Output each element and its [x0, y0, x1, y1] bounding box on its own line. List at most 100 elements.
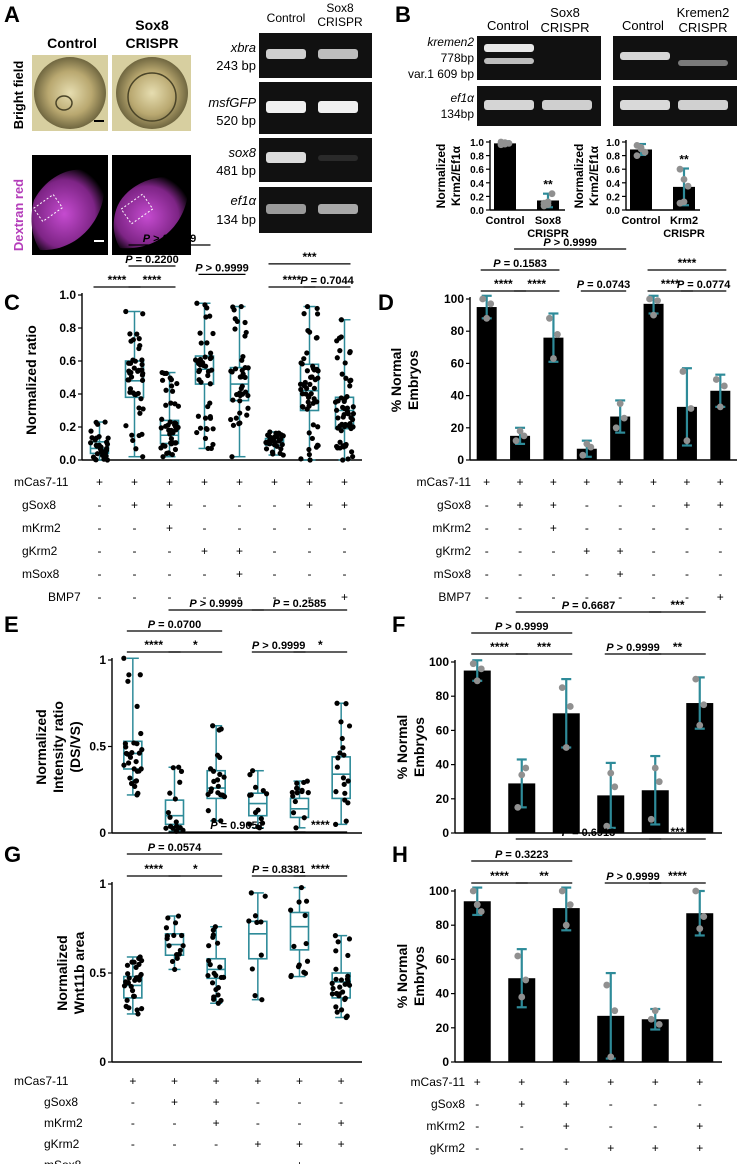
blastopore-control [55, 95, 73, 111]
panel-letter-a: A [4, 2, 20, 27]
data-point [132, 783, 138, 789]
significance-label: *** [670, 825, 684, 839]
data-point [350, 411, 357, 417]
condition-sign: - [520, 1141, 524, 1155]
data-point [102, 419, 108, 425]
data-point [238, 303, 244, 310]
panel-letter-d: D [378, 290, 394, 315]
gene-name: sox8 [229, 145, 257, 160]
panel-letter-c: C [4, 290, 20, 315]
data-point [243, 329, 249, 336]
panel-letter-b: B [395, 2, 411, 27]
data-point [265, 432, 271, 438]
condition-label: mKrm2 [44, 1116, 83, 1130]
data-point [138, 971, 144, 978]
data-point [245, 405, 251, 411]
data-point [330, 985, 336, 992]
band [678, 60, 728, 66]
data-point [249, 966, 255, 972]
data-point [228, 416, 234, 423]
band [318, 204, 358, 214]
data-point [562, 744, 570, 751]
condition-sign: + [696, 1075, 703, 1089]
condition-sign: + [652, 1075, 659, 1089]
significance-label: ** [673, 640, 683, 654]
data-point [314, 311, 321, 317]
data-point [307, 381, 313, 387]
significance-label: **** [283, 273, 302, 287]
data-point [684, 182, 692, 190]
y-tick-label: 0 [99, 826, 106, 840]
data-point [137, 410, 143, 416]
data-point [522, 976, 530, 984]
condition-sign: + [717, 498, 724, 512]
y-axis-label: Krm2/Ef1α [587, 145, 601, 206]
data-point [334, 355, 340, 361]
dextran-label: Dextran red [11, 179, 26, 251]
data-point [121, 762, 127, 768]
condition-sign: - [551, 567, 555, 581]
data-point [232, 326, 238, 332]
y-tick-label: 0.0 [470, 206, 484, 217]
data-point [172, 796, 178, 802]
condition-sign: + [341, 498, 348, 512]
data-point [134, 331, 140, 337]
y-axis-label: % Normal [394, 715, 410, 780]
data-point [514, 952, 522, 960]
data-point [238, 385, 244, 392]
data-point [633, 152, 641, 160]
y-tick-label: 0.8 [470, 152, 484, 163]
data-point [273, 430, 279, 436]
embryo-stain-crispr [113, 177, 189, 249]
data-point [611, 1007, 619, 1015]
data-point [522, 764, 530, 772]
y-tick-label: 0.8 [606, 152, 620, 163]
data-point [258, 952, 264, 958]
data-point [654, 297, 661, 305]
data-point [299, 391, 306, 397]
significance-label: P = 0.1583 [493, 258, 547, 270]
data-point [90, 454, 97, 460]
data-point [340, 414, 346, 420]
data-point [175, 424, 181, 431]
condition-sign: - [585, 521, 589, 535]
condition-sign: - [685, 544, 689, 558]
data-point [692, 675, 700, 683]
y-tick-label: 0.2 [59, 420, 76, 434]
data-point [346, 723, 353, 729]
condition-sign: - [653, 1119, 657, 1133]
condition-sign: - [564, 1141, 568, 1155]
condition-label: gSox8 [437, 498, 471, 512]
data-point [258, 816, 264, 822]
data-point [179, 932, 185, 939]
data-point [237, 420, 243, 426]
data-point [647, 815, 655, 823]
data-point [258, 919, 264, 925]
significance-label: P = 0.2200 [125, 254, 179, 266]
data-point [159, 416, 165, 422]
data-point [306, 393, 312, 399]
data-point [250, 768, 256, 774]
data-point [647, 1015, 655, 1023]
y-tick-label: 80 [451, 324, 465, 338]
data-point [340, 745, 346, 751]
data-point [138, 730, 144, 737]
data-point [347, 349, 353, 355]
box [289, 797, 310, 819]
data-point [207, 381, 213, 387]
data-point [207, 313, 213, 319]
y-tick-label: 0.4 [606, 179, 620, 190]
data-point [349, 449, 355, 455]
panel-letter-e: E [4, 612, 19, 637]
data-point [130, 437, 136, 444]
condition-sign: + [607, 1075, 614, 1089]
data-point [292, 798, 298, 805]
gene-size: 520 bp [216, 113, 256, 128]
significance-label: ** [543, 178, 553, 192]
bar [463, 670, 491, 833]
condition-sign: + [563, 1119, 570, 1133]
data-point [204, 426, 210, 432]
data-point [139, 1006, 145, 1012]
data-point [687, 405, 695, 412]
condition-sign: + [550, 498, 557, 512]
